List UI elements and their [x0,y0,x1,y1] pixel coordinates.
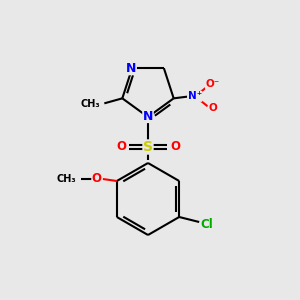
Text: CH₃: CH₃ [56,174,76,184]
Text: N⁺: N⁺ [188,91,202,101]
Text: O⁻: O⁻ [206,79,220,89]
Text: N: N [126,62,136,75]
Text: Cl: Cl [201,218,214,230]
Text: O: O [116,140,126,154]
Text: O: O [92,172,102,185]
Text: O: O [170,140,180,154]
Text: S: S [143,140,153,154]
Text: N: N [143,110,153,122]
Text: O: O [208,103,217,113]
Text: CH₃: CH₃ [81,99,100,109]
